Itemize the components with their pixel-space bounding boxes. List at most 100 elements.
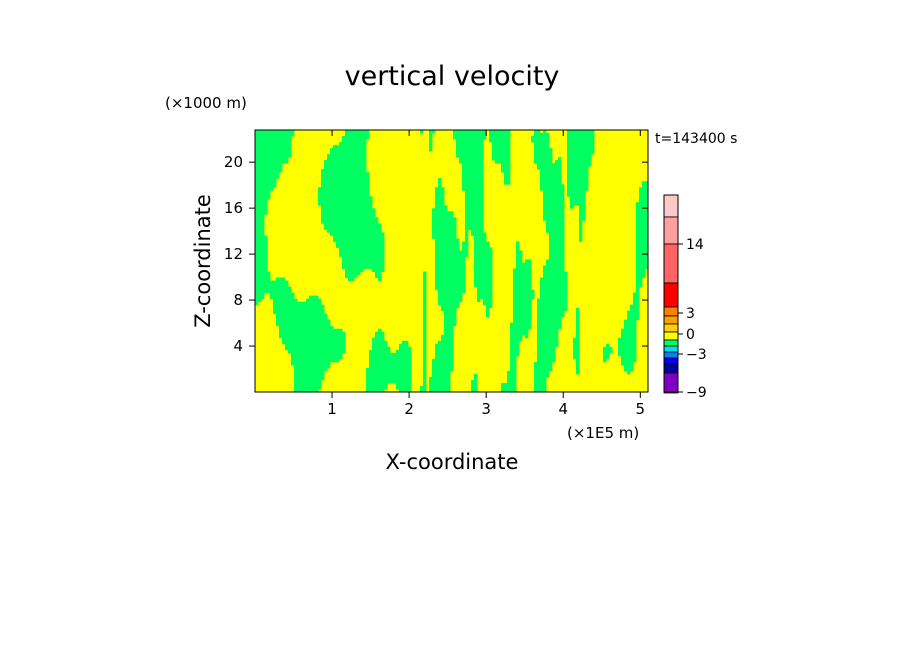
field-cell	[351, 130, 355, 134]
field-cell	[342, 187, 346, 191]
field-cell	[561, 238, 565, 242]
field-cell	[378, 226, 382, 230]
field-cell	[327, 358, 331, 363]
field-cell	[372, 214, 376, 218]
field-cell	[276, 130, 280, 134]
field-cell	[339, 226, 343, 230]
field-cell	[327, 181, 331, 185]
field-cell	[342, 331, 346, 336]
field-cell	[450, 244, 454, 248]
field-cell	[525, 265, 529, 269]
field-cell	[633, 358, 637, 363]
field-cell	[381, 250, 385, 254]
field-cell	[447, 253, 451, 257]
field-cell	[294, 385, 298, 390]
field-cell	[327, 322, 331, 327]
field-cell	[525, 304, 529, 309]
field-cell	[477, 160, 481, 164]
field-cell	[456, 262, 460, 266]
field-cell	[444, 247, 448, 251]
field-cell	[549, 289, 553, 294]
field-cell	[555, 238, 559, 242]
field-cell	[297, 367, 301, 372]
field-cell	[561, 229, 565, 233]
field-cell	[576, 322, 580, 327]
field-cell	[585, 154, 589, 158]
field-cell	[576, 367, 580, 372]
field-cell	[546, 340, 550, 345]
field-cell	[258, 217, 262, 221]
field-cell	[447, 271, 451, 275]
field-cell	[645, 259, 649, 263]
field-cell	[438, 235, 442, 239]
field-cell	[633, 328, 637, 333]
field-cell	[558, 316, 562, 321]
field-cell	[453, 298, 457, 303]
field-cell	[282, 322, 286, 327]
field-cell	[462, 241, 466, 245]
field-cell	[375, 226, 379, 230]
field-cell	[459, 289, 463, 294]
field-cell	[375, 331, 379, 336]
field-cell	[462, 157, 466, 161]
field-cell	[363, 193, 367, 197]
field-cell	[513, 334, 517, 339]
field-cell	[546, 229, 550, 233]
field-cell	[330, 229, 334, 233]
field-cell	[306, 367, 310, 372]
colorbar-band	[663, 331, 679, 341]
field-cell	[543, 217, 547, 221]
field-cell	[576, 352, 580, 357]
field-cell	[645, 196, 649, 200]
field-cell	[441, 340, 445, 345]
field-cell	[450, 262, 454, 266]
field-cell	[402, 358, 406, 363]
field-cell	[399, 367, 403, 372]
field-cell	[354, 139, 358, 143]
field-cell	[255, 259, 259, 263]
field-cell	[282, 325, 286, 330]
field-cell	[300, 316, 304, 321]
field-cell	[486, 295, 490, 300]
field-cell	[477, 217, 481, 221]
field-cell	[543, 202, 547, 206]
field-cell	[453, 310, 457, 315]
field-cell	[384, 385, 388, 390]
field-cell	[276, 313, 280, 318]
field-cell	[339, 205, 343, 209]
field-cell	[342, 136, 346, 140]
field-cell	[408, 367, 412, 372]
field-cell	[543, 265, 547, 269]
field-cell	[288, 151, 292, 155]
field-cell	[459, 151, 463, 155]
field-cell	[636, 217, 640, 221]
field-cell	[573, 151, 577, 155]
field-cell	[423, 298, 427, 303]
field-cell	[330, 205, 334, 209]
field-cell	[366, 379, 370, 384]
field-cell	[369, 349, 373, 354]
field-cell	[288, 286, 292, 291]
field-cell	[291, 313, 295, 318]
field-cell	[561, 259, 565, 263]
field-cell	[561, 274, 565, 278]
field-cell	[279, 304, 283, 309]
field-cell	[549, 283, 553, 287]
field-cell	[471, 214, 475, 218]
field-cell	[513, 340, 517, 345]
field-cell	[582, 205, 586, 209]
field-cell	[537, 307, 541, 312]
field-cell	[435, 193, 439, 197]
field-cell	[579, 208, 583, 212]
field-cell	[435, 343, 439, 348]
field-cell	[540, 328, 544, 333]
field-cell	[555, 322, 559, 327]
field-cell	[462, 130, 466, 134]
field-cell	[573, 178, 577, 182]
field-cell	[315, 373, 319, 378]
field-cell	[330, 196, 334, 200]
field-cell	[480, 214, 484, 218]
field-cell	[444, 250, 448, 254]
field-cell	[456, 298, 460, 303]
field-cell	[636, 214, 640, 218]
